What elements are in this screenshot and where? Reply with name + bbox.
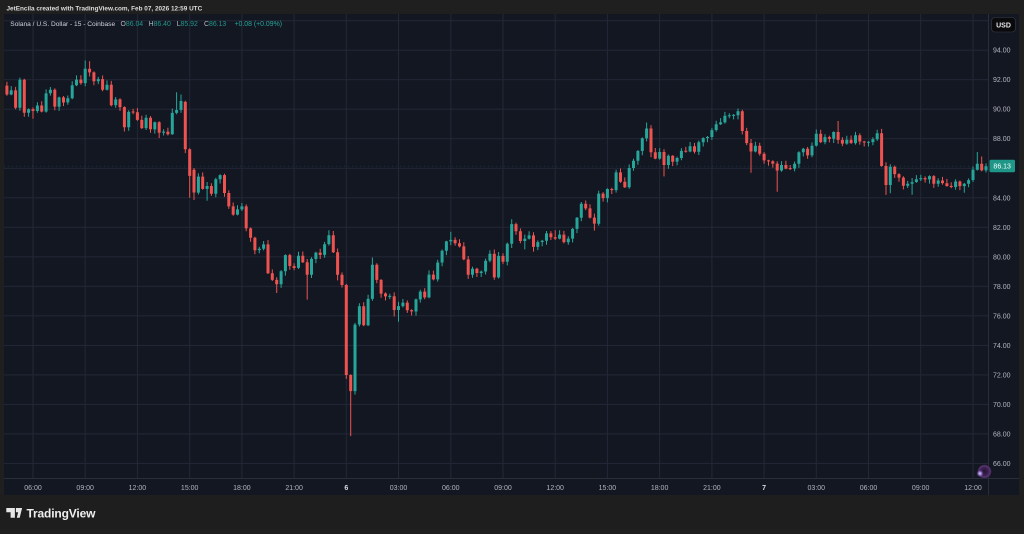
svg-text:12:00: 12:00 bbox=[129, 485, 147, 492]
svg-text:84.00: 84.00 bbox=[993, 195, 1011, 202]
svg-text:Solana / U.S. Dollar - 15 - Co: Solana / U.S. Dollar - 15 - Coinbase O86.… bbox=[10, 21, 282, 28]
svg-text:6: 6 bbox=[344, 485, 348, 492]
svg-text:21:00: 21:00 bbox=[285, 485, 303, 492]
svg-text:03:00: 03:00 bbox=[390, 485, 408, 492]
svg-text:82.00: 82.00 bbox=[993, 225, 1011, 232]
svg-text:12:00: 12:00 bbox=[964, 485, 982, 492]
svg-text:92.00: 92.00 bbox=[993, 77, 1011, 84]
svg-text:06:00: 06:00 bbox=[442, 485, 460, 492]
svg-text:03:00: 03:00 bbox=[808, 485, 826, 492]
svg-text:06:00: 06:00 bbox=[24, 485, 42, 492]
svg-text:TradingView: TradingView bbox=[27, 506, 97, 520]
svg-text:80.00: 80.00 bbox=[993, 254, 1011, 261]
svg-text:70.00: 70.00 bbox=[993, 402, 1011, 409]
svg-text:76.00: 76.00 bbox=[993, 313, 1011, 320]
svg-text:12:00: 12:00 bbox=[546, 485, 564, 492]
svg-text:21:00: 21:00 bbox=[703, 485, 721, 492]
svg-text:90.00: 90.00 bbox=[993, 107, 1011, 114]
svg-text:94.00: 94.00 bbox=[993, 48, 1011, 55]
svg-text:88.00: 88.00 bbox=[993, 136, 1011, 143]
svg-text:USD: USD bbox=[996, 22, 1011, 29]
svg-text:18:00: 18:00 bbox=[233, 485, 251, 492]
svg-text:09:00: 09:00 bbox=[912, 485, 930, 492]
svg-text:72.00: 72.00 bbox=[993, 372, 1011, 379]
svg-text:66.00: 66.00 bbox=[993, 461, 1011, 468]
svg-text:78.00: 78.00 bbox=[993, 284, 1011, 291]
svg-text:09:00: 09:00 bbox=[494, 485, 512, 492]
svg-text:15:00: 15:00 bbox=[599, 485, 617, 492]
svg-text:86.13: 86.13 bbox=[993, 164, 1011, 171]
svg-text:JetEncila created with Trading: JetEncila created with TradingView.com, … bbox=[7, 5, 203, 12]
svg-text:18:00: 18:00 bbox=[651, 485, 669, 492]
svg-text:06:00: 06:00 bbox=[860, 485, 878, 492]
svg-text:15:00: 15:00 bbox=[181, 485, 199, 492]
svg-text:68.00: 68.00 bbox=[993, 431, 1011, 438]
svg-text:74.00: 74.00 bbox=[993, 343, 1011, 350]
svg-text:09:00: 09:00 bbox=[76, 485, 94, 492]
svg-text:7: 7 bbox=[762, 485, 766, 492]
